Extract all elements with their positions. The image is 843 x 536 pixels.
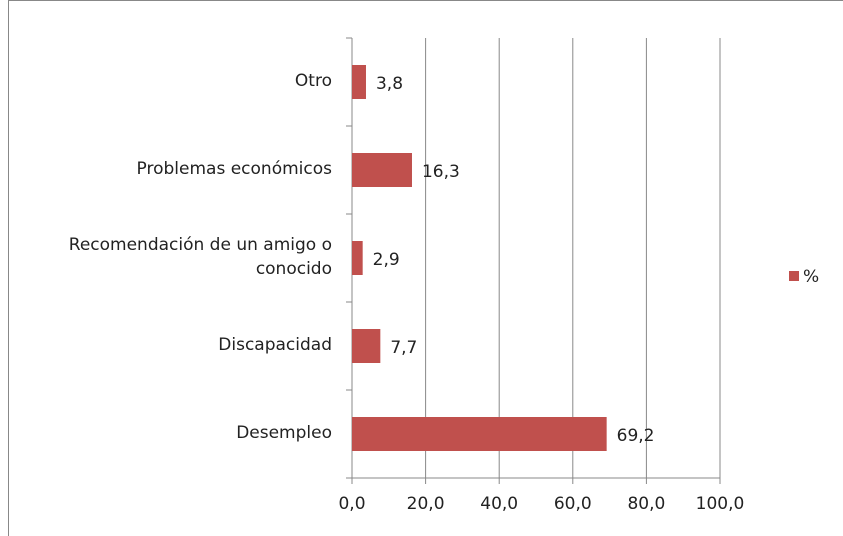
data-label: 2,9 (373, 250, 400, 270)
data-label: 69,2 (617, 426, 655, 446)
y-tick-label: Discapacidad (218, 335, 332, 356)
y-tick-label: Otro (294, 71, 332, 92)
x-tick-label: 0,0 (338, 494, 365, 514)
y-tick-label-box: Desempleo (236, 423, 332, 444)
x-tick-label: 80,0 (627, 494, 665, 514)
bar (352, 417, 607, 451)
y-tick-label-box: Discapacidad (218, 335, 332, 356)
data-label: 7,7 (390, 338, 417, 358)
y-tick-label: Desempleo (236, 423, 332, 444)
y-tick-label: Problemas económicos (136, 159, 332, 180)
bar (352, 153, 412, 187)
chart-frame (8, 0, 843, 536)
bar (352, 329, 381, 363)
x-tick-label: 20,0 (407, 494, 445, 514)
bar (352, 241, 363, 275)
y-tick-label-box: Problemas económicos (136, 159, 332, 180)
legend-label: % (803, 267, 819, 287)
y-tick-label-box: Otro (294, 71, 332, 92)
x-tick-label: 100,0 (696, 494, 745, 514)
legend-swatch (789, 271, 799, 281)
x-tick-label: 60,0 (554, 494, 592, 514)
data-label: 3,8 (376, 74, 403, 94)
bar (352, 65, 366, 99)
x-tick-label: 40,0 (480, 494, 518, 514)
data-label: 16,3 (422, 162, 460, 182)
y-tick-label-box: Recomendación de un amigo o conocido (68, 235, 332, 279)
y-tick-label: Recomendación de un amigo o conocido (68, 235, 332, 279)
